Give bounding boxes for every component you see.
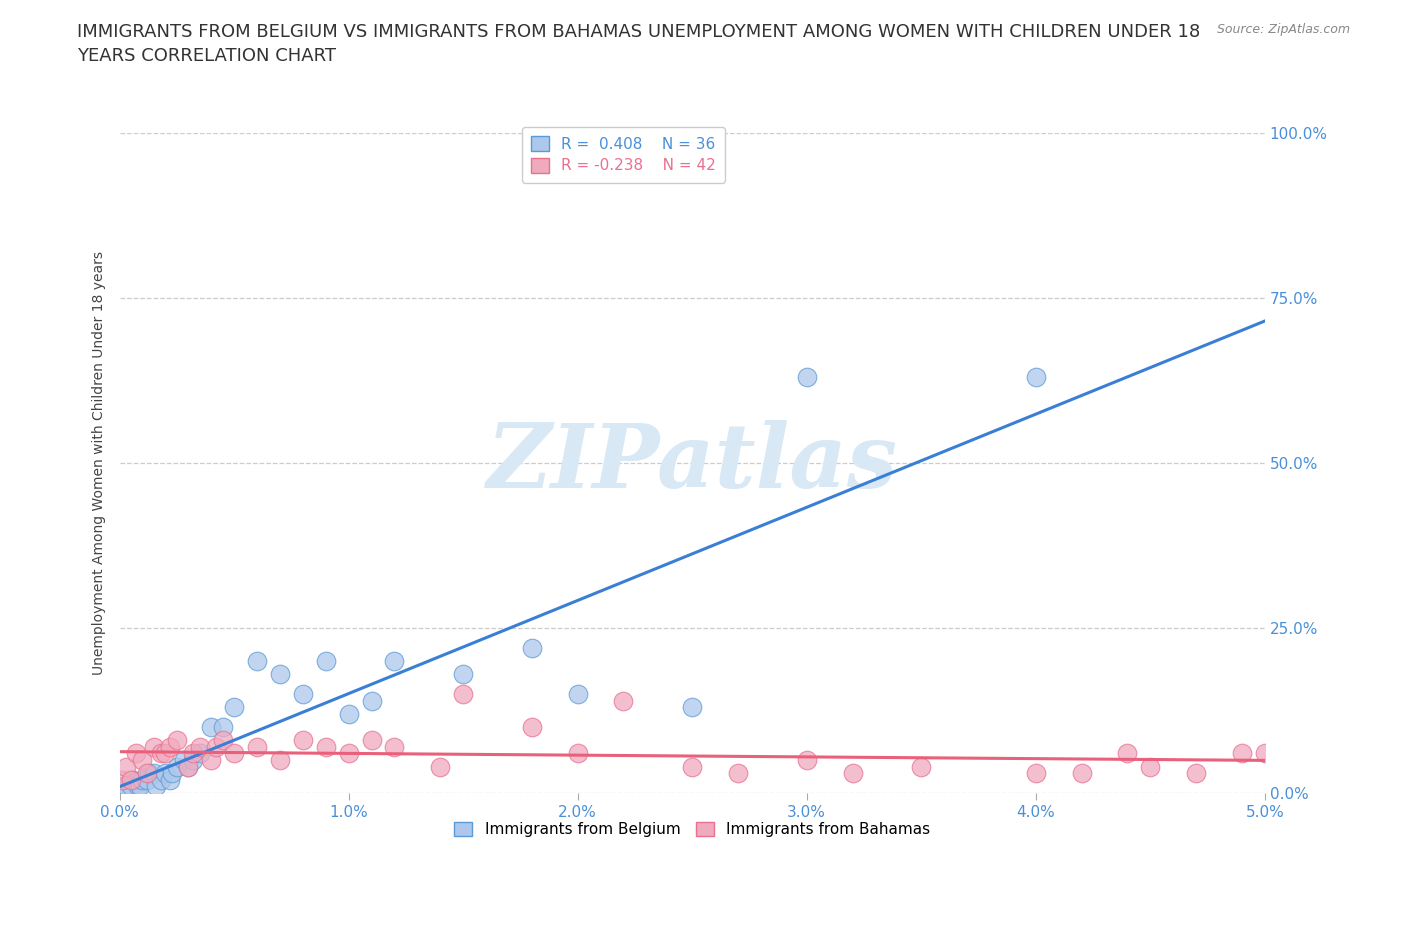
Point bbox=[115, 779, 138, 794]
Point bbox=[112, 779, 135, 794]
Point bbox=[155, 765, 177, 780]
Point bbox=[360, 733, 382, 748]
Point bbox=[291, 686, 314, 701]
Point bbox=[222, 699, 245, 714]
Point bbox=[315, 654, 337, 669]
Point bbox=[269, 752, 291, 767]
Point bbox=[1025, 765, 1047, 780]
Point bbox=[145, 779, 167, 794]
Point bbox=[177, 759, 200, 774]
Point bbox=[291, 733, 314, 748]
Point bbox=[155, 746, 177, 761]
Point bbox=[129, 779, 152, 794]
Point bbox=[1025, 369, 1047, 384]
Point bbox=[200, 720, 222, 735]
Point bbox=[315, 739, 337, 754]
Point bbox=[384, 654, 406, 669]
Point bbox=[138, 765, 160, 780]
Point bbox=[796, 369, 818, 384]
Point bbox=[246, 654, 269, 669]
Point bbox=[681, 759, 703, 774]
Point bbox=[1254, 746, 1277, 761]
Point bbox=[122, 773, 145, 788]
Point bbox=[1070, 765, 1092, 780]
Text: Source: ZipAtlas.com: Source: ZipAtlas.com bbox=[1216, 23, 1350, 36]
Point bbox=[120, 779, 142, 794]
Point bbox=[160, 765, 183, 780]
Point bbox=[1185, 765, 1208, 780]
Point bbox=[222, 746, 245, 761]
Point bbox=[1116, 746, 1139, 761]
Point bbox=[246, 739, 269, 754]
Point bbox=[269, 667, 291, 682]
Point bbox=[127, 779, 149, 794]
Point bbox=[136, 765, 159, 780]
Point bbox=[136, 773, 159, 788]
Point bbox=[681, 699, 703, 714]
Point bbox=[166, 733, 188, 748]
Point bbox=[727, 765, 749, 780]
Point bbox=[211, 733, 233, 748]
Text: ZIPatlas: ZIPatlas bbox=[486, 419, 897, 506]
Point bbox=[1139, 759, 1161, 774]
Point bbox=[360, 693, 382, 708]
Point bbox=[1230, 746, 1253, 761]
Point bbox=[188, 739, 211, 754]
Point bbox=[149, 773, 172, 788]
Point bbox=[131, 752, 153, 767]
Point bbox=[173, 752, 195, 767]
Point bbox=[188, 746, 211, 761]
Point bbox=[142, 765, 165, 780]
Point bbox=[181, 746, 204, 761]
Legend: Immigrants from Belgium, Immigrants from Bahamas: Immigrants from Belgium, Immigrants from… bbox=[447, 814, 938, 844]
Point bbox=[166, 759, 188, 774]
Point bbox=[337, 707, 360, 722]
Point bbox=[149, 746, 172, 761]
Point bbox=[115, 759, 138, 774]
Point bbox=[429, 759, 451, 774]
Point bbox=[111, 773, 134, 788]
Point bbox=[177, 759, 200, 774]
Point bbox=[451, 667, 474, 682]
Text: IMMIGRANTS FROM BELGIUM VS IMMIGRANTS FROM BAHAMAS UNEMPLOYMENT AMONG WOMEN WITH: IMMIGRANTS FROM BELGIUM VS IMMIGRANTS FR… bbox=[77, 23, 1201, 65]
Point bbox=[384, 739, 406, 754]
Point bbox=[520, 641, 543, 656]
Point bbox=[159, 773, 181, 788]
Point bbox=[120, 773, 142, 788]
Point bbox=[796, 752, 818, 767]
Point bbox=[211, 720, 233, 735]
Point bbox=[159, 739, 181, 754]
Point bbox=[204, 739, 226, 754]
Point bbox=[567, 746, 589, 761]
Point bbox=[612, 693, 634, 708]
Point bbox=[131, 773, 153, 788]
Point bbox=[124, 746, 146, 761]
Point bbox=[520, 720, 543, 735]
Point bbox=[910, 759, 932, 774]
Point bbox=[451, 686, 474, 701]
Point bbox=[181, 752, 204, 767]
Point bbox=[200, 752, 222, 767]
Point bbox=[337, 746, 360, 761]
Point bbox=[567, 686, 589, 701]
Point bbox=[841, 765, 863, 780]
Y-axis label: Unemployment Among Women with Children Under 18 years: Unemployment Among Women with Children U… bbox=[93, 251, 107, 675]
Point bbox=[142, 739, 165, 754]
